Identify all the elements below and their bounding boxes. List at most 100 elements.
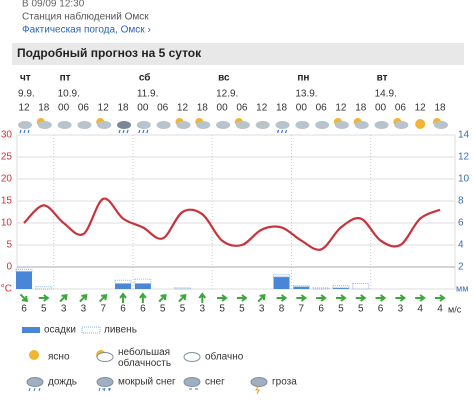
wind-speed: 4 — [417, 304, 423, 315]
arrow — [19, 293, 29, 303]
legend-label: дождь — [48, 377, 77, 388]
y-tick-label: 30 — [1, 130, 13, 141]
cloud — [96, 352, 114, 362]
time-label: 18 — [38, 103, 50, 114]
day-label: вс — [218, 73, 230, 84]
cloud — [37, 121, 52, 129]
time-label: 00 — [137, 103, 149, 114]
arrow — [415, 294, 426, 302]
shower-bar — [35, 286, 53, 290]
time-label: 18 — [197, 103, 209, 114]
weather-icon — [433, 118, 448, 129]
actual-weather-link[interactable]: Фактическая погода, Омск › — [22, 25, 151, 36]
wind-arrow — [119, 292, 127, 303]
wind-speed: 5 — [180, 304, 186, 315]
wind-arrow — [198, 292, 207, 303]
shower-bar — [352, 283, 370, 290]
y-tick-label: 10 — [1, 218, 13, 229]
time-label: 06 — [395, 103, 407, 114]
shower-bar — [332, 285, 350, 289]
legend-icon — [96, 377, 114, 392]
cloud — [255, 121, 270, 129]
time-label: 12 — [98, 103, 110, 114]
y2-tick-label: 6 — [458, 218, 464, 229]
weather-icon — [175, 118, 191, 129]
wind-arrow — [79, 293, 88, 303]
wind-arrow — [375, 294, 387, 302]
cloud — [374, 121, 389, 129]
weather-icon — [136, 121, 151, 134]
arrow — [236, 294, 248, 302]
arrow — [198, 292, 207, 303]
arrow — [38, 294, 50, 302]
wind-arrow — [296, 294, 308, 302]
wind-speed: 5 — [239, 304, 245, 315]
legend-label: ясно — [48, 352, 70, 363]
cloud — [434, 121, 448, 129]
legend-precip — [22, 327, 40, 333]
time-label: 06 — [78, 103, 90, 114]
wind-arrow — [435, 294, 446, 302]
wind-arrow — [139, 292, 147, 303]
arrow — [395, 294, 407, 302]
weather-icon — [195, 118, 211, 129]
weather-icon — [393, 118, 409, 129]
wind-speed: 6 — [318, 304, 324, 315]
legend-label: мокрый снег — [118, 377, 176, 388]
arrow — [257, 293, 266, 303]
weather-icon — [415, 119, 426, 129]
weather-icon — [295, 121, 310, 129]
time-label: 06 — [157, 103, 169, 114]
weather-icon — [57, 121, 72, 129]
cloud — [18, 121, 32, 129]
y-tick-label: 20 — [1, 174, 13, 185]
wind-speed: 5 — [160, 304, 166, 315]
arrow — [119, 292, 127, 303]
y-tick-label: 0 — [6, 262, 12, 273]
wind-arrow — [217, 294, 228, 302]
wind-arrow — [19, 293, 29, 303]
wind-arrow — [59, 293, 68, 303]
cloud — [235, 121, 250, 129]
wind-speed: 6 — [140, 304, 146, 315]
weather-icon — [315, 121, 330, 129]
time-label: 00 — [296, 103, 308, 114]
weather-icon — [216, 121, 231, 129]
day-label: чт — [20, 73, 31, 84]
time-label: 12 — [335, 103, 347, 114]
time-label: 18 — [355, 103, 367, 114]
date-label: 12.9. — [216, 89, 238, 100]
legend-label: небольшая облачность — [118, 346, 171, 369]
sun — [415, 119, 426, 129]
precip-bar — [115, 283, 132, 289]
legend-icon — [183, 377, 201, 390]
weather-icon — [374, 121, 389, 129]
cloud — [117, 121, 132, 129]
station: Станция наблюдений Омск — [22, 11, 149, 23]
sun — [29, 350, 39, 360]
wind-arrow — [178, 293, 187, 303]
arrow — [98, 293, 108, 303]
wind-arrow — [276, 294, 288, 302]
cloud — [250, 377, 268, 387]
weather-icon — [77, 121, 92, 129]
legend-label: облачно — [205, 351, 244, 363]
legend-icon — [96, 350, 114, 362]
wind-arrow — [236, 294, 248, 302]
rain — [138, 129, 149, 134]
wind-speed: 6 — [378, 304, 384, 315]
time-label: 00 — [217, 103, 229, 114]
y-tick-label: 25 — [1, 152, 13, 163]
y-axis-unit: °C — [1, 284, 12, 295]
weather-icon — [275, 121, 290, 134]
time-label: 00 — [58, 103, 70, 114]
cloud — [183, 377, 201, 387]
day-label: пт — [60, 73, 71, 84]
plot-area — [16, 134, 456, 290]
legend-label: снег — [205, 377, 225, 388]
y-tick-label: 5 — [6, 240, 12, 251]
cloud — [97, 121, 112, 129]
wind-arrow — [395, 294, 407, 302]
cloud — [176, 121, 191, 129]
cloud — [96, 377, 114, 387]
